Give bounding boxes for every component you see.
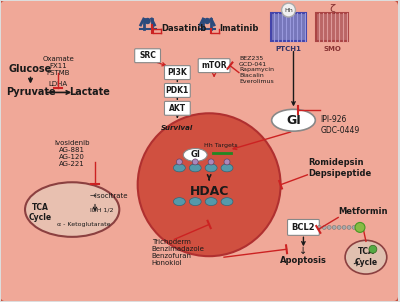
FancyBboxPatch shape <box>164 84 190 98</box>
Text: TCA
Cycle: TCA Cycle <box>354 248 378 267</box>
Ellipse shape <box>205 164 217 172</box>
Ellipse shape <box>183 149 207 162</box>
Text: GI: GI <box>190 150 200 159</box>
Text: →Isocitrate: →Isocitrate <box>90 193 128 199</box>
Circle shape <box>208 159 214 165</box>
Circle shape <box>282 3 296 17</box>
Text: GI: GI <box>286 114 301 127</box>
Text: Lactate: Lactate <box>70 88 110 98</box>
Text: Apoptosis: Apoptosis <box>280 256 327 265</box>
Text: HDAC: HDAC <box>190 185 229 198</box>
Text: IDH 1/2: IDH 1/2 <box>90 207 114 212</box>
Circle shape <box>317 225 321 230</box>
Text: PI3K: PI3K <box>168 68 187 77</box>
Ellipse shape <box>25 182 119 237</box>
Text: PTCH1: PTCH1 <box>276 46 302 52</box>
Text: ζ: ζ <box>329 4 335 14</box>
Circle shape <box>205 18 210 24</box>
Text: Hh: Hh <box>284 8 293 13</box>
Text: α - Ketoglutarate: α - Ketoglutarate <box>57 222 111 227</box>
Circle shape <box>355 223 365 232</box>
Text: Metformin: Metformin <box>338 207 388 216</box>
Ellipse shape <box>345 240 387 274</box>
Circle shape <box>176 159 182 165</box>
Text: Pyruvate: Pyruvate <box>6 88 55 98</box>
Ellipse shape <box>174 164 185 172</box>
Ellipse shape <box>189 198 201 206</box>
Circle shape <box>332 225 336 230</box>
Text: ↓: ↓ <box>299 246 308 256</box>
Text: IPI-926
GDC-0449: IPI-926 GDC-0449 <box>320 115 360 135</box>
Circle shape <box>352 225 356 230</box>
Text: SRC: SRC <box>139 51 156 60</box>
FancyBboxPatch shape <box>288 220 319 235</box>
Circle shape <box>322 225 326 230</box>
Text: AKT: AKT <box>169 104 186 113</box>
Text: BEZ235
GCD-041
Rapamycin
Biacalin
Everolimus: BEZ235 GCD-041 Rapamycin Biacalin Everol… <box>239 56 274 84</box>
FancyBboxPatch shape <box>164 66 190 79</box>
FancyBboxPatch shape <box>198 59 230 72</box>
Text: PDK1: PDK1 <box>166 86 189 95</box>
Circle shape <box>138 113 280 256</box>
FancyBboxPatch shape <box>316 13 348 41</box>
Circle shape <box>192 159 198 165</box>
Ellipse shape <box>221 164 233 172</box>
Text: Glucose: Glucose <box>9 64 52 74</box>
Text: Survival: Survival <box>161 125 194 131</box>
Circle shape <box>327 225 331 230</box>
Text: LDHA: LDHA <box>49 82 68 88</box>
Text: Romidepsin
Depsipeptide: Romidepsin Depsipeptide <box>308 158 372 178</box>
FancyBboxPatch shape <box>164 101 190 115</box>
Text: Oxamate
FX11
PSTMB: Oxamate FX11 PSTMB <box>42 56 74 76</box>
Ellipse shape <box>272 109 315 131</box>
FancyBboxPatch shape <box>271 13 306 41</box>
Ellipse shape <box>174 198 185 206</box>
Ellipse shape <box>221 198 233 206</box>
Text: Imatinib: Imatinib <box>219 24 258 34</box>
Text: Dasatinib: Dasatinib <box>162 24 207 34</box>
Text: Trichoderm
Benzimadazole
Benzofuran
Honokiol: Trichoderm Benzimadazole Benzofuran Hono… <box>152 239 204 266</box>
Circle shape <box>224 159 230 165</box>
Circle shape <box>337 225 341 230</box>
Text: mTOR: mTOR <box>201 61 227 70</box>
Ellipse shape <box>189 164 201 172</box>
Circle shape <box>145 18 150 24</box>
Text: TCA
Cycle: TCA Cycle <box>29 203 52 222</box>
Circle shape <box>342 225 346 230</box>
Circle shape <box>369 245 377 253</box>
FancyBboxPatch shape <box>135 49 160 63</box>
Ellipse shape <box>205 198 217 206</box>
Text: SMO: SMO <box>323 46 341 52</box>
Circle shape <box>347 225 351 230</box>
Text: Ivosidenib
AG-881
AG-120
AG-221: Ivosidenib AG-881 AG-120 AG-221 <box>54 140 90 167</box>
Text: Hh Targets: Hh Targets <box>204 143 238 148</box>
Text: BCL2: BCL2 <box>292 223 315 232</box>
